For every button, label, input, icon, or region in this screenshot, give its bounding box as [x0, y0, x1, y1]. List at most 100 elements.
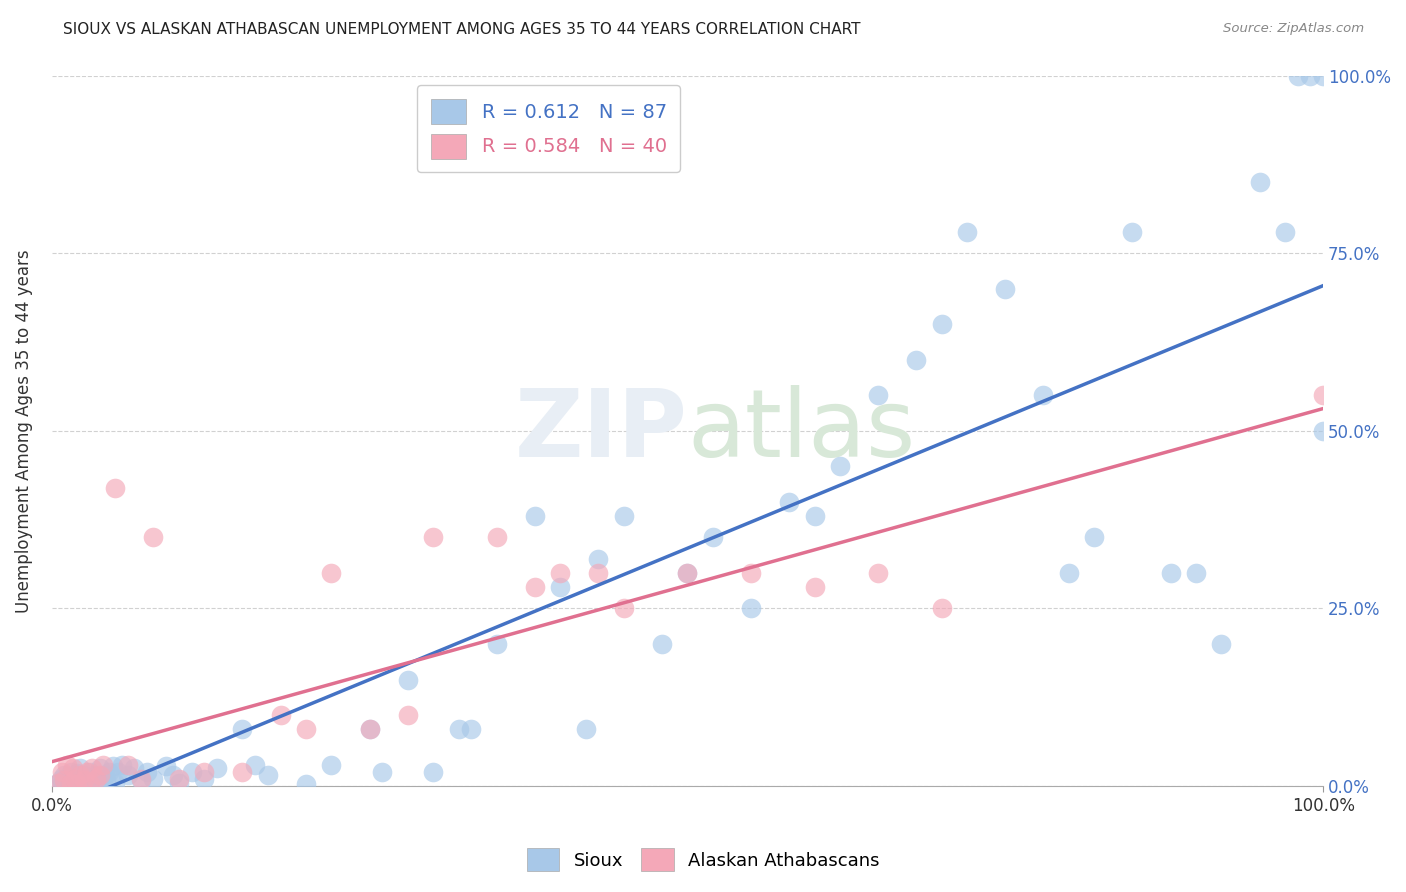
- Point: [107, 764, 129, 779]
- Point: [828, 459, 851, 474]
- Point: [142, 772, 165, 786]
- Point: [931, 317, 953, 331]
- Point: [84, 772, 107, 786]
- Point: [422, 764, 444, 779]
- Point: [89, 761, 111, 775]
- Point: [59, 777, 82, 791]
- Point: [56, 775, 79, 789]
- Point: [1057, 566, 1080, 580]
- Point: [82, 761, 104, 775]
- Point: [803, 509, 825, 524]
- Point: [422, 530, 444, 544]
- Point: [51, 764, 73, 779]
- Point: [79, 777, 101, 791]
- Point: [359, 723, 381, 737]
- Text: SIOUX VS ALASKAN ATHABASCAN UNEMPLOYMENT AMONG AGES 35 TO 44 YEARS CORRELATION C: SIOUX VS ALASKAN ATHABASCAN UNEMPLOYMENT…: [63, 22, 860, 37]
- Point: [193, 772, 215, 786]
- Point: [63, 772, 86, 786]
- Point: [1121, 225, 1143, 239]
- Point: [69, 761, 91, 775]
- Point: [91, 757, 114, 772]
- Point: [117, 768, 139, 782]
- Point: [59, 764, 82, 779]
- Legend: R = 0.612   N = 87, R = 0.584   N = 40: R = 0.612 N = 87, R = 0.584 N = 40: [418, 86, 681, 172]
- Point: [460, 723, 482, 737]
- Point: [1312, 388, 1334, 402]
- Point: [129, 773, 152, 788]
- Point: [97, 764, 120, 779]
- Point: [321, 757, 343, 772]
- Point: [155, 759, 177, 773]
- Text: ZIP: ZIP: [515, 384, 688, 477]
- Point: [180, 764, 202, 779]
- Point: [1249, 175, 1271, 189]
- Point: [79, 764, 101, 779]
- Point: [1211, 637, 1233, 651]
- Point: [613, 509, 636, 524]
- Point: [193, 764, 215, 779]
- Text: atlas: atlas: [688, 384, 915, 477]
- Point: [72, 768, 94, 782]
- Point: [371, 764, 394, 779]
- Point: [75, 772, 97, 786]
- Point: [396, 673, 419, 687]
- Point: [270, 708, 292, 723]
- Point: [129, 772, 152, 786]
- Point: [1286, 69, 1309, 83]
- Point: [905, 352, 928, 367]
- Point: [69, 773, 91, 788]
- Point: [868, 388, 890, 402]
- Point: [53, 773, 76, 788]
- Point: [575, 723, 598, 737]
- Point: [66, 777, 89, 791]
- Point: [76, 775, 98, 789]
- Point: [66, 766, 89, 780]
- Point: [142, 530, 165, 544]
- Point: [89, 768, 111, 782]
- Point: [63, 775, 86, 789]
- Point: [676, 566, 699, 580]
- Point: [1312, 69, 1334, 83]
- Point: [740, 566, 762, 580]
- Point: [167, 775, 190, 789]
- Point: [295, 777, 318, 791]
- Point: [1160, 566, 1182, 580]
- Point: [359, 723, 381, 737]
- Point: [1083, 530, 1105, 544]
- Point: [588, 551, 610, 566]
- Point: [550, 566, 572, 580]
- Point: [205, 761, 228, 775]
- Point: [803, 580, 825, 594]
- Point: [60, 774, 83, 789]
- Point: [49, 772, 72, 786]
- Point: [676, 566, 699, 580]
- Point: [1312, 424, 1334, 438]
- Point: [59, 775, 82, 789]
- Point: [485, 637, 508, 651]
- Point: [104, 775, 127, 789]
- Point: [1274, 225, 1296, 239]
- Point: [778, 495, 800, 509]
- Point: [62, 761, 84, 775]
- Point: [321, 566, 343, 580]
- Point: [82, 773, 104, 788]
- Point: [162, 768, 184, 782]
- Point: [740, 601, 762, 615]
- Point: [396, 708, 419, 723]
- Point: [83, 768, 105, 782]
- Point: [72, 777, 94, 791]
- Point: [523, 509, 546, 524]
- Point: [69, 768, 91, 782]
- Point: [124, 761, 146, 775]
- Y-axis label: Unemployment Among Ages 35 to 44 years: Unemployment Among Ages 35 to 44 years: [15, 249, 32, 613]
- Point: [104, 481, 127, 495]
- Point: [550, 580, 572, 594]
- Point: [91, 777, 114, 791]
- Point: [46, 775, 69, 789]
- Point: [96, 773, 118, 788]
- Point: [956, 225, 979, 239]
- Point: [588, 566, 610, 580]
- Point: [111, 757, 134, 772]
- Point: [702, 530, 724, 544]
- Point: [931, 601, 953, 615]
